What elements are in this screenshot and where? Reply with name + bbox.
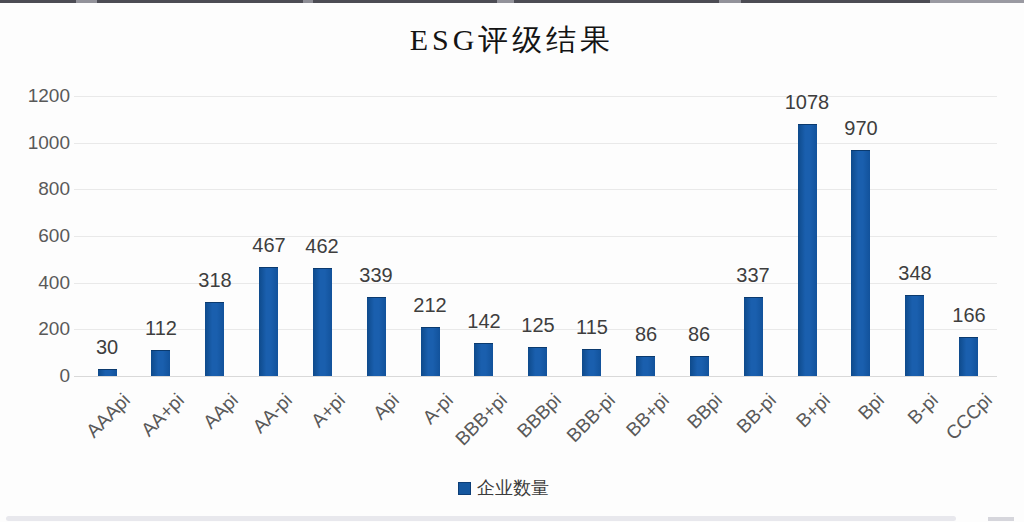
bar <box>636 356 655 376</box>
horizontal-scrollbar[interactable] <box>6 516 956 521</box>
gridline <box>74 143 997 144</box>
bar-value-label: 166 <box>924 303 1014 327</box>
bar-value-label: 339 <box>331 263 421 287</box>
bar <box>205 302 224 376</box>
plot-area: 02004006008001000120030AAApi112AA+pi318A… <box>0 0 1024 522</box>
bar <box>690 356 709 376</box>
bar <box>151 350 170 376</box>
bar <box>474 343 493 376</box>
y-axis-tick-label: 800 <box>14 178 70 200</box>
gridline <box>74 96 997 97</box>
scrollbar-corner[interactable] <box>988 517 1014 521</box>
legend-label: 企业数量 <box>477 476 549 500</box>
bar <box>421 327 440 376</box>
bar-value-label: 970 <box>816 116 906 140</box>
bar-value-label: 348 <box>870 261 960 285</box>
bar-value-label: 112 <box>116 316 206 340</box>
bar-value-label: 1078 <box>762 90 852 114</box>
bar <box>367 297 386 376</box>
y-axis-tick-label: 600 <box>14 225 70 247</box>
y-axis-tick-label: 0 <box>14 365 70 387</box>
bar <box>582 349 601 376</box>
legend-swatch-icon <box>458 482 471 495</box>
bar <box>744 297 763 376</box>
bar-value-label: 318 <box>170 268 260 292</box>
y-axis-tick-label: 400 <box>14 272 70 294</box>
bar <box>959 337 978 376</box>
legend: 企业数量 <box>458 476 549 500</box>
bar <box>313 268 332 376</box>
bar-value-label: 86 <box>654 322 744 346</box>
y-axis-tick-label: 1200 <box>14 85 70 107</box>
bar <box>851 150 870 376</box>
bar <box>905 295 924 376</box>
bar <box>798 124 817 376</box>
y-axis-tick-label: 1000 <box>14 132 70 154</box>
bar-value-label: 462 <box>277 234 367 258</box>
bar <box>259 267 278 376</box>
bar <box>98 369 117 376</box>
bar <box>528 347 547 376</box>
gridline <box>74 376 997 377</box>
bar-value-label: 337 <box>708 263 798 287</box>
